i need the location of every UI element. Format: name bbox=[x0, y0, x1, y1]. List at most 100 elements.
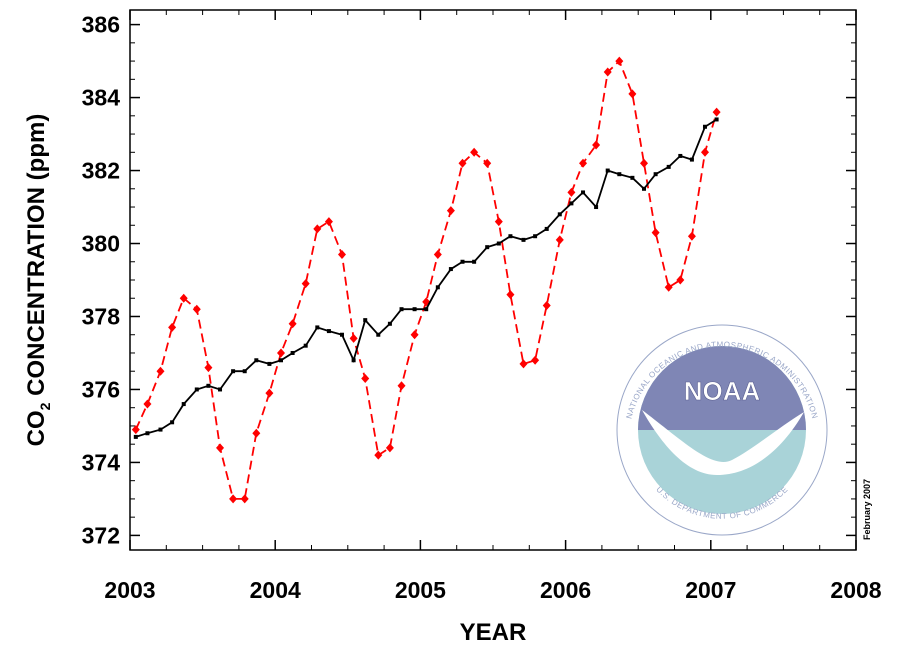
y-tick-label: 378 bbox=[82, 303, 121, 329]
data-point-black bbox=[521, 237, 526, 242]
data-point-red bbox=[615, 56, 624, 66]
data-point-red bbox=[349, 333, 358, 343]
data-point-black bbox=[424, 307, 429, 312]
data-point-black bbox=[460, 259, 465, 264]
data-point-black bbox=[544, 226, 549, 231]
data-point-red bbox=[628, 89, 637, 99]
data-point-black bbox=[557, 212, 562, 217]
data-point-black bbox=[339, 332, 344, 337]
data-point-red bbox=[567, 187, 576, 197]
y-tick-label: 374 bbox=[82, 449, 121, 475]
y-axis-title-subscript: 2 bbox=[37, 402, 53, 410]
data-point-black bbox=[508, 234, 513, 239]
data-point-red bbox=[458, 158, 467, 168]
y-tick-label: 382 bbox=[82, 158, 120, 184]
data-point-black bbox=[642, 186, 647, 191]
data-point-red bbox=[676, 275, 685, 285]
data-point-red bbox=[397, 381, 406, 391]
data-point-red bbox=[651, 228, 660, 238]
ticks: 372 374 376 378 380 382 384 386 2003 2004 2005 2006… bbox=[82, 10, 882, 603]
date-stamp: February 2007 bbox=[862, 479, 872, 540]
data-point-black bbox=[158, 427, 163, 432]
data-point-black bbox=[254, 358, 259, 363]
data-point-black bbox=[181, 402, 186, 407]
data-point-red bbox=[216, 443, 225, 453]
data-point-black bbox=[315, 325, 320, 330]
data-point-red bbox=[277, 348, 286, 358]
data-point-red bbox=[519, 359, 528, 369]
data-point-black bbox=[496, 241, 501, 246]
data-point-red bbox=[229, 494, 238, 504]
data-point-black bbox=[581, 190, 586, 195]
data-point-black bbox=[666, 164, 671, 169]
data-point-red bbox=[265, 388, 274, 398]
data-point-red bbox=[324, 217, 333, 227]
data-point-black bbox=[678, 153, 683, 158]
data-point-black bbox=[290, 350, 295, 355]
data-point-black bbox=[206, 383, 211, 388]
data-point-black bbox=[303, 343, 308, 348]
data-point-red bbox=[374, 450, 383, 460]
data-point-black bbox=[399, 307, 404, 312]
x-axis-title: YEAR bbox=[460, 619, 527, 646]
logo-noaa-text: NOAA bbox=[684, 376, 761, 406]
data-point-red bbox=[131, 425, 140, 435]
data-point-black bbox=[689, 157, 694, 162]
data-point-black bbox=[363, 318, 368, 323]
data-point-black bbox=[435, 285, 440, 290]
data-point-red bbox=[687, 231, 696, 241]
x-tick-label: 2003 bbox=[104, 577, 155, 603]
data-point-red bbox=[470, 147, 479, 157]
data-point-black bbox=[569, 201, 574, 206]
data-point-red bbox=[252, 428, 261, 438]
data-point-red bbox=[446, 206, 455, 216]
x-tick-label: 2007 bbox=[685, 577, 736, 603]
data-point-red bbox=[603, 67, 612, 77]
data-point-red bbox=[494, 217, 503, 227]
data-point-black bbox=[279, 358, 284, 363]
data-point-red bbox=[542, 301, 551, 311]
data-point-red bbox=[506, 290, 515, 300]
series-group bbox=[131, 56, 721, 504]
data-point-black bbox=[133, 434, 138, 439]
y-axis-title-rest: CONCENTRATION (ppm) bbox=[23, 114, 50, 403]
data-point-red bbox=[313, 224, 322, 234]
y-tick-label: 372 bbox=[82, 522, 120, 548]
data-point-black bbox=[170, 420, 175, 425]
data-point-red bbox=[555, 235, 564, 245]
y-tick-label: 380 bbox=[82, 231, 120, 257]
data-point-red bbox=[179, 293, 188, 303]
data-point-black bbox=[231, 369, 236, 374]
data-point-red bbox=[433, 249, 442, 259]
data-point-black bbox=[533, 234, 538, 239]
data-point-black bbox=[218, 387, 223, 392]
data-point-red bbox=[156, 366, 165, 376]
x-tick-label: 2006 bbox=[540, 577, 591, 603]
data-point-black bbox=[145, 431, 150, 436]
data-point-black bbox=[605, 168, 610, 173]
data-point-black bbox=[326, 329, 331, 334]
y-tick-label: 376 bbox=[82, 376, 120, 402]
data-point-red bbox=[168, 322, 177, 332]
y-tick-label: 384 bbox=[82, 85, 121, 111]
data-point-black bbox=[653, 172, 658, 177]
data-point-red bbox=[579, 158, 588, 168]
logo-sky bbox=[638, 346, 806, 430]
data-point-red bbox=[143, 399, 152, 409]
y-axis-title: CO2 CONCENTRATION (ppm) bbox=[23, 114, 53, 447]
data-point-black bbox=[267, 361, 272, 366]
y-axis-title-co: CO bbox=[23, 410, 50, 446]
data-point-red bbox=[288, 319, 297, 329]
data-point-red bbox=[385, 443, 394, 453]
data-point-black bbox=[594, 205, 599, 210]
y-tick-label: 386 bbox=[82, 12, 120, 38]
data-point-black bbox=[194, 387, 199, 392]
data-point-red bbox=[337, 249, 346, 259]
data-point-black bbox=[617, 172, 622, 177]
data-point-red bbox=[640, 158, 649, 168]
data-point-red bbox=[301, 279, 310, 289]
data-point-black bbox=[472, 259, 477, 264]
